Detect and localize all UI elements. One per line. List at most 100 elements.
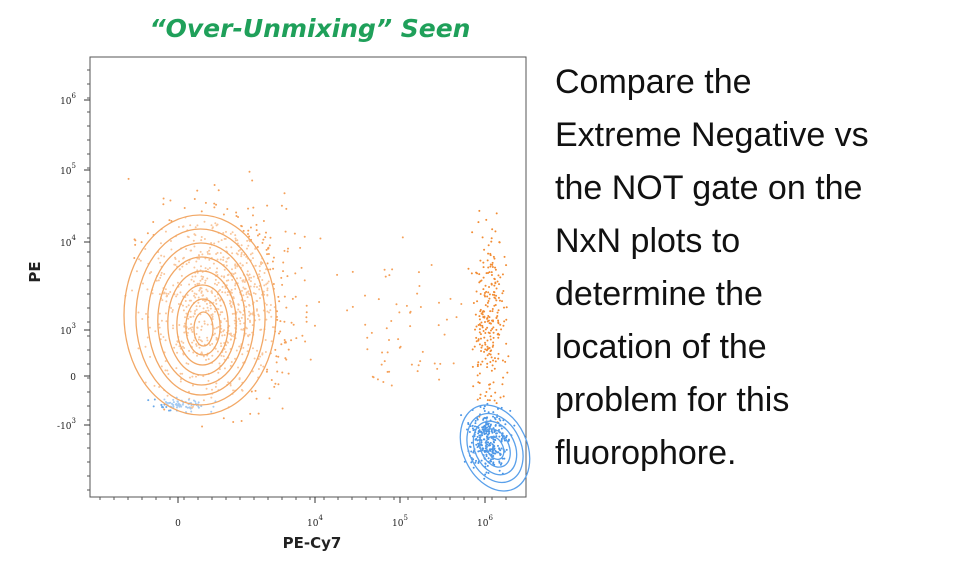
event-dot — [196, 189, 199, 192]
event-dot — [242, 229, 245, 232]
event-dot — [248, 278, 251, 281]
event-dot — [191, 330, 194, 333]
event-dot — [486, 416, 489, 419]
event-dot — [439, 362, 442, 365]
tick-base: 10 — [60, 167, 72, 177]
event-dot — [498, 469, 501, 472]
event-dot — [218, 362, 221, 365]
event-dot — [195, 333, 198, 336]
contour — [466, 412, 524, 484]
event-dot — [401, 236, 404, 239]
event-dot — [487, 425, 490, 428]
event-dot — [257, 412, 260, 415]
event-dot — [229, 300, 232, 303]
event-dot — [484, 320, 487, 323]
event-dot — [163, 292, 166, 295]
event-dot — [476, 374, 479, 377]
event-dot — [281, 407, 284, 410]
event-dot — [260, 261, 263, 264]
event-dot — [230, 361, 233, 364]
event-dot — [223, 367, 226, 370]
event-dot — [192, 280, 195, 283]
event-dot — [265, 268, 268, 271]
event-dot — [485, 218, 488, 221]
event-dot — [471, 231, 474, 234]
event-dot — [485, 435, 488, 438]
event-dot — [239, 277, 242, 280]
event-dot — [503, 255, 506, 258]
event-dot — [473, 345, 476, 348]
event-dot — [480, 459, 483, 462]
event-dot — [479, 393, 482, 396]
event-dot — [131, 289, 134, 292]
event-dot — [493, 441, 496, 444]
event-dot — [477, 361, 480, 364]
event-dot — [198, 305, 201, 308]
event-dot — [224, 230, 227, 233]
event-dot — [487, 422, 490, 425]
event-dot — [243, 281, 246, 284]
event-dot — [167, 372, 170, 375]
event-dot — [282, 270, 285, 273]
event-dot — [492, 411, 495, 414]
event-dot — [169, 291, 172, 294]
event-dot — [174, 403, 177, 406]
event-dot — [479, 259, 482, 262]
event-dot — [486, 326, 489, 329]
event-dot — [165, 320, 168, 323]
event-dot — [180, 274, 183, 277]
event-dot — [247, 207, 250, 210]
event-dot — [169, 239, 172, 242]
event-dot — [279, 330, 282, 333]
event-dot — [258, 318, 261, 321]
event-dot — [474, 328, 477, 331]
event-dot — [187, 398, 190, 401]
event-dot — [502, 395, 505, 398]
event-dot — [190, 328, 193, 331]
event-dot — [169, 409, 172, 412]
event-dot — [164, 400, 167, 403]
event-dot — [190, 323, 193, 326]
event-dot — [503, 437, 506, 440]
event-dot — [475, 443, 478, 446]
event-dot — [255, 299, 258, 302]
event-dot — [163, 272, 166, 275]
event-dot — [234, 237, 237, 240]
event-dot — [250, 276, 253, 279]
event-dot — [220, 345, 223, 348]
data-clouds — [123, 170, 531, 492]
event-dot — [303, 235, 306, 238]
event-dot — [182, 309, 185, 312]
event-dot — [486, 399, 489, 402]
event-dot — [208, 258, 211, 261]
event-dot — [240, 289, 243, 292]
event-dot — [220, 275, 223, 278]
event-dot — [159, 333, 162, 336]
event-dot — [175, 295, 178, 298]
event-dot — [172, 398, 175, 401]
event-dot — [151, 292, 154, 295]
event-dot — [265, 370, 268, 373]
event-dot — [190, 249, 193, 252]
event-dot — [172, 327, 175, 330]
event-dot — [158, 385, 161, 388]
event-dot — [287, 372, 290, 375]
event-dot — [234, 287, 237, 290]
event-dot — [242, 286, 245, 289]
event-dot — [495, 416, 498, 419]
event-dot — [507, 355, 510, 358]
tick-label: 105 — [392, 514, 408, 529]
event-dot — [170, 307, 173, 310]
event-dot — [229, 302, 232, 305]
event-dot — [228, 332, 231, 335]
event-dot — [472, 302, 475, 305]
event-dot — [198, 257, 201, 260]
event-dot — [398, 311, 401, 314]
event-dot — [262, 220, 265, 223]
event-dot — [484, 462, 487, 465]
event-dot — [205, 288, 208, 291]
event-dot — [484, 332, 487, 335]
event-dot — [492, 336, 495, 339]
event-dot — [148, 272, 151, 275]
event-dot — [470, 461, 473, 464]
